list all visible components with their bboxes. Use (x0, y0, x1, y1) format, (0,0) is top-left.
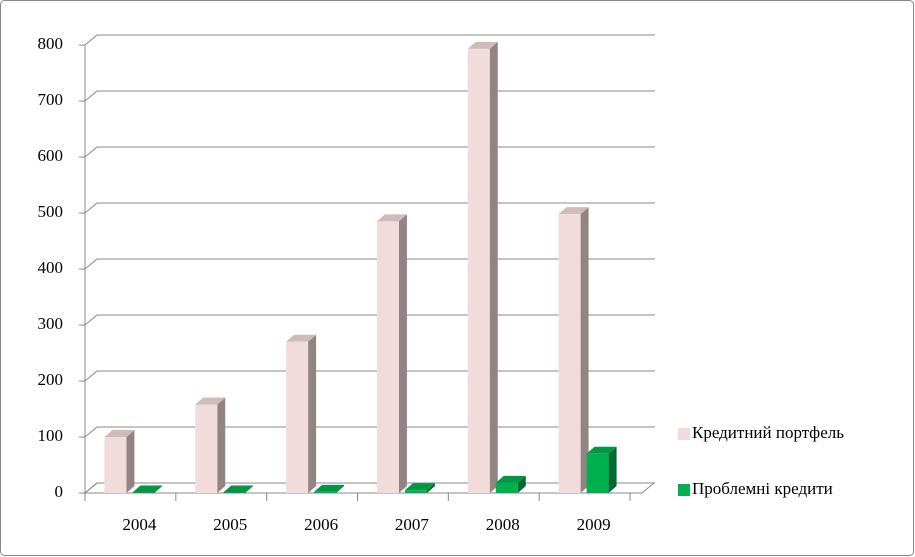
x-tick-label: 2005 (213, 515, 247, 534)
bar-side (154, 485, 163, 493)
bar (586, 453, 609, 493)
bar-side (489, 41, 498, 494)
bar (104, 437, 127, 493)
bar (404, 490, 427, 493)
x-tick-label: 2006 (304, 515, 338, 534)
bar-top (376, 214, 407, 222)
bar-top (314, 484, 345, 492)
bar-top (286, 334, 317, 342)
x-tick-label: 2007 (395, 515, 430, 534)
y-tick-label: 700 (38, 90, 64, 109)
grid-line (84, 34, 655, 46)
y-tick-label: 200 (38, 370, 64, 389)
bar (376, 221, 399, 493)
y-tick-label: 500 (38, 202, 64, 221)
bar (558, 214, 581, 493)
bar (467, 48, 490, 494)
bar (495, 482, 518, 493)
x-tick-label: 2004 (122, 515, 157, 534)
x-tick-label: 2009 (577, 515, 611, 534)
y-tick-label: 400 (38, 258, 64, 277)
bar-top (404, 483, 435, 491)
y-tick-label: 0 (55, 482, 64, 501)
y-tick-label: 800 (38, 34, 64, 53)
bar (286, 341, 309, 493)
y-tick-label: 600 (38, 146, 64, 165)
bar-side (398, 214, 407, 493)
x-tick-label: 2008 (486, 515, 520, 534)
bar-side (580, 207, 589, 493)
bar-top (467, 41, 498, 49)
bar-side (308, 334, 317, 493)
bar-side (245, 485, 254, 493)
bar (132, 492, 155, 493)
bar (195, 404, 218, 493)
y-tick-label: 100 (38, 426, 64, 445)
legend-swatch (678, 428, 690, 440)
bar-side (217, 397, 226, 493)
bar (223, 492, 246, 493)
bar-top (495, 475, 526, 483)
bar-top (586, 446, 617, 454)
bar-top (195, 397, 226, 405)
y-tick-label: 300 (38, 314, 64, 333)
bar (314, 491, 337, 493)
bar-side (336, 484, 345, 493)
bar-side (608, 446, 617, 493)
legend-label: Кредитний портфель (692, 423, 844, 442)
bar-side (426, 483, 435, 493)
bar-top (132, 485, 163, 493)
bar-top (558, 207, 589, 215)
legend-swatch (678, 484, 690, 496)
legend-label: Проблемні кредити (692, 479, 833, 498)
bar-top (223, 485, 254, 493)
bar-side (517, 475, 526, 493)
bar-side (126, 430, 135, 493)
bar-top (104, 430, 135, 437)
